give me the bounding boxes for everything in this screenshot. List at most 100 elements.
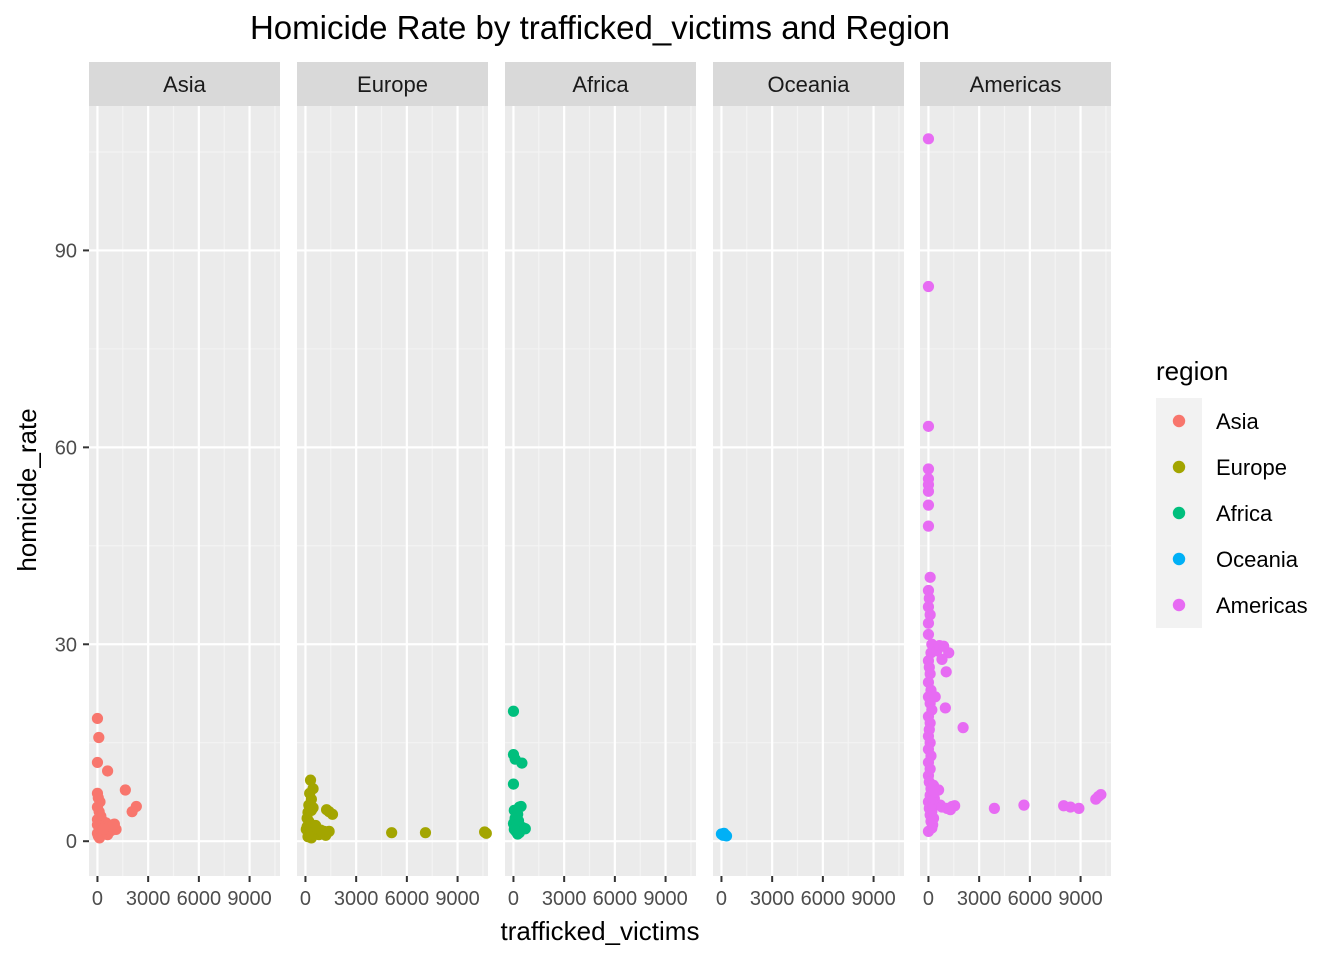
data-point	[922, 133, 935, 145]
facet-strip	[89, 62, 280, 106]
data-point	[97, 823, 109, 835]
legend-key-asia	[1172, 414, 1186, 428]
facet-strip	[920, 62, 1111, 106]
x-tick-label: 3000	[542, 888, 587, 910]
data-point	[922, 463, 935, 475]
legend-label: Europe	[1216, 455, 1287, 480]
data-point	[932, 784, 945, 796]
x-tick-label: 9000	[435, 888, 480, 910]
y-axis-label: homicide_rate	[12, 408, 42, 571]
x-tick-label: 3000	[334, 888, 379, 910]
y-tick-label: 0	[66, 831, 77, 853]
data-point	[512, 828, 524, 840]
facet-strip	[297, 62, 488, 106]
legend-title: region	[1156, 356, 1228, 386]
x-axis-africa: 0 3000 6000 9000	[508, 876, 688, 910]
data-point	[1064, 801, 1077, 813]
data-point	[507, 778, 520, 790]
panel-background	[920, 106, 1111, 876]
x-tick-label: 6000	[1008, 888, 1053, 910]
x-tick-label: 9000	[851, 888, 896, 910]
data-point	[922, 485, 935, 497]
legend-key-americas	[1172, 598, 1186, 612]
legend-key-oceania	[1172, 552, 1186, 566]
data-point	[323, 825, 335, 837]
x-axis-europe: 0 3000 6000 9000	[300, 876, 480, 910]
x-tick-label: 6000	[593, 888, 638, 910]
x-tick-label: 3000	[957, 888, 1002, 910]
legend-label: Asia	[1216, 409, 1260, 434]
facet-panel-europe: Europe	[297, 62, 492, 876]
x-axis-oceania: 0 3000 6000 9000	[716, 876, 896, 910]
data-point	[939, 702, 951, 714]
data-point	[940, 666, 952, 678]
x-axis-asia: 0 3000 6000 9000	[92, 876, 272, 910]
x-tick-label: 0	[508, 888, 519, 910]
data-point	[922, 628, 935, 641]
facet-strip-label: Oceania	[768, 72, 851, 97]
facet-strip-label: Africa	[572, 72, 629, 97]
data-point	[924, 571, 936, 583]
data-point	[126, 806, 138, 818]
data-point	[944, 804, 957, 816]
data-point	[922, 520, 935, 532]
data-point	[91, 712, 104, 725]
facet-strip	[505, 62, 696, 106]
chart-title: Homicide Rate by trafficked_victims and …	[250, 9, 950, 46]
data-point	[720, 829, 732, 841]
data-point	[91, 756, 104, 769]
x-tick-label: 6000	[385, 888, 430, 910]
x-tick-label: 9000	[227, 888, 272, 910]
data-point	[922, 499, 935, 511]
data-point	[922, 617, 935, 629]
data-point	[936, 653, 948, 665]
data-point	[922, 420, 935, 432]
data-point	[957, 722, 969, 734]
y-axis: 0 30 60 90	[55, 240, 89, 853]
x-tick-label: 0	[92, 888, 103, 910]
data-point	[108, 818, 120, 830]
facet-strip-label: Europe	[357, 72, 428, 97]
facet-strip-label: Americas	[970, 72, 1062, 97]
data-point	[386, 827, 398, 839]
facet-strip	[713, 62, 904, 106]
legend: region Asia Europe Africa Oceania Americas	[1156, 356, 1308, 628]
data-point	[922, 280, 935, 293]
legend-label: Africa	[1216, 501, 1273, 526]
y-tick-label: 30	[55, 634, 77, 656]
x-tick-label: 3000	[750, 888, 795, 910]
panel-background	[713, 106, 904, 876]
legend-key-europe	[1172, 460, 1186, 474]
data-point	[1073, 802, 1085, 814]
panel-background	[297, 106, 488, 876]
data-point	[315, 824, 327, 836]
x-tick-label: 3000	[126, 888, 171, 910]
data-point	[323, 806, 335, 818]
data-point	[119, 784, 131, 796]
x-tick-label: 6000	[801, 888, 846, 910]
data-point	[516, 757, 528, 769]
y-tick-label: 90	[55, 240, 77, 262]
x-tick-label: 6000	[177, 888, 222, 910]
data-point	[93, 731, 105, 744]
x-tick-label: 0	[300, 888, 311, 910]
facet-panel-asia: Asia	[89, 62, 280, 876]
data-point	[101, 765, 114, 777]
data-point	[507, 705, 520, 717]
panel-background	[89, 106, 280, 876]
data-point	[988, 802, 1000, 814]
x-axis-label: trafficked_victims	[501, 916, 700, 946]
legend-label: Oceania	[1216, 547, 1299, 572]
x-tick-label: 9000	[643, 888, 688, 910]
x-tick-label: 0	[923, 888, 934, 910]
panel-background	[505, 106, 696, 876]
x-axis-americas: 0 3000 6000 9000	[923, 876, 1103, 910]
data-point	[304, 774, 317, 786]
data-point	[924, 609, 936, 621]
data-point	[480, 827, 492, 839]
x-axes: 0 3000 6000 9000 0 3000 6000 9000 0 3000 6000 9000 0…	[92, 876, 1103, 910]
data-point	[929, 691, 941, 703]
data-point	[1092, 790, 1104, 803]
data-point	[419, 827, 432, 839]
